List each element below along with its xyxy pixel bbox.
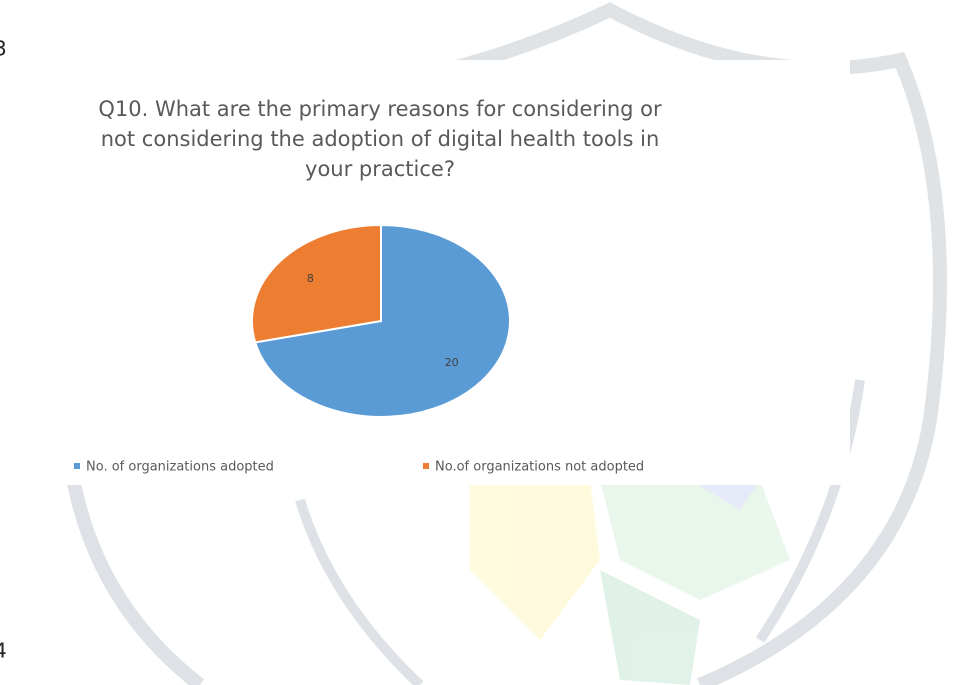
legend-marker xyxy=(74,463,80,469)
chart-title: your practice? xyxy=(305,157,455,181)
data-label: 8 xyxy=(307,272,314,285)
page-number: 3 xyxy=(0,37,7,61)
legend-label: No.of organizations not adopted xyxy=(435,460,644,475)
watermark-flower xyxy=(470,480,790,685)
legend-label: No. of organizations adopted xyxy=(86,460,274,475)
page-number: 4 xyxy=(0,639,7,663)
chart-title: Q10. What are the primary reasons for co… xyxy=(98,97,662,121)
pie-slice xyxy=(251,223,382,344)
chart-title: not considering the adoption of digital … xyxy=(101,127,660,151)
data-label: 20 xyxy=(445,356,459,369)
pie-slice xyxy=(253,223,511,418)
legend-marker xyxy=(423,463,429,469)
